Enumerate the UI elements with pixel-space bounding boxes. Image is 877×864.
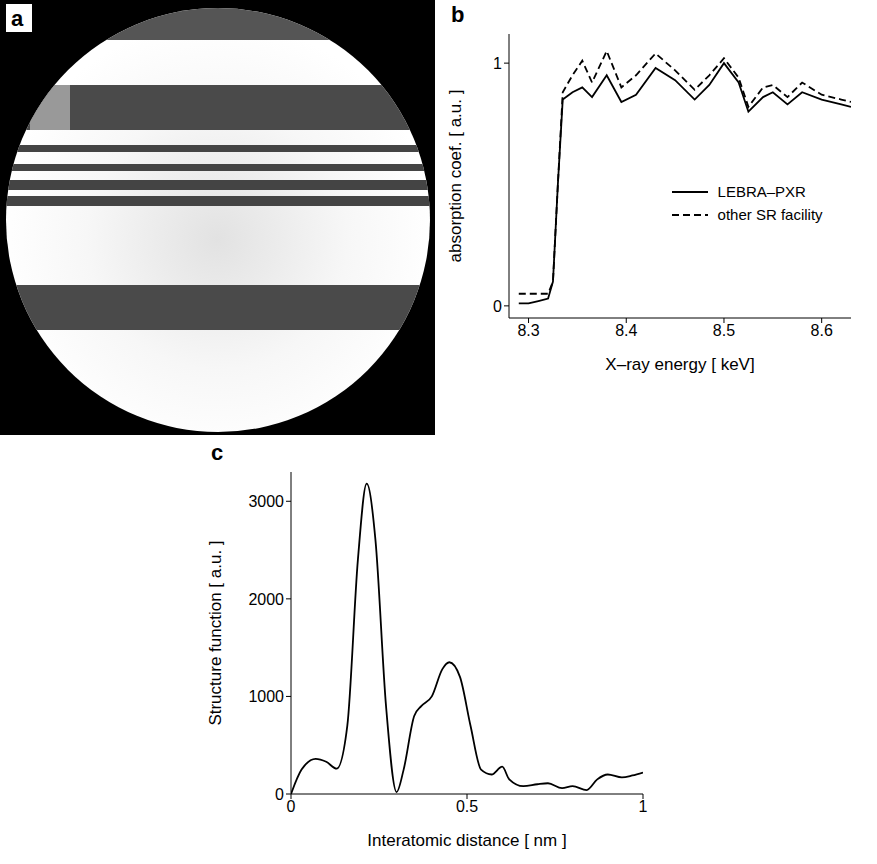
- svg-text:X–ray energy [ keV]: X–ray energy [ keV]: [605, 355, 754, 374]
- svg-text:0.5: 0.5: [456, 798, 478, 815]
- html-text:LEBRA–PXR: LEBRA–PXR: [717, 183, 806, 201]
- svg-text:0: 0: [493, 298, 502, 315]
- svg-text:3000: 3000: [248, 493, 284, 510]
- html-text:b: b: [451, 2, 465, 27]
- svg-text:2000: 2000: [248, 591, 284, 608]
- svg-text:8.5: 8.5: [713, 322, 735, 339]
- svg-text:0: 0: [287, 798, 296, 815]
- svg-text:absorption coef. [ a.u. ]: absorption coef. [ a.u. ]: [446, 90, 465, 263]
- svg-text:8.4: 8.4: [615, 322, 637, 339]
- svg-text:1000: 1000: [248, 688, 284, 705]
- svg-text:a: a: [11, 6, 24, 31]
- svg-text:8.6: 8.6: [811, 322, 833, 339]
- svg-text:0: 0: [275, 786, 284, 803]
- svg-text:Interatomic distance [ nm ]: Interatomic distance [ nm ]: [367, 831, 566, 850]
- html-text:c: c: [211, 440, 224, 465]
- svg-text:1: 1: [639, 798, 648, 815]
- html-text:other SR facility: other SR facility: [717, 206, 823, 224]
- svg-text:Structure function [ a.u. ]: Structure function [ a.u. ]: [206, 540, 225, 725]
- svg-text:8.3: 8.3: [517, 322, 539, 339]
- svg-text:1: 1: [493, 55, 502, 72]
